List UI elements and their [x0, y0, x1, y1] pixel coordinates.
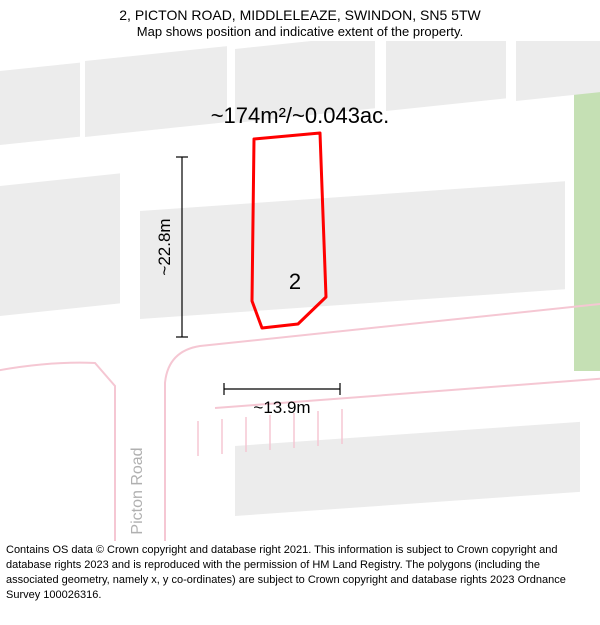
height-dimension-label: ~22.8m: [155, 218, 174, 275]
house-number-label: 2: [289, 269, 301, 294]
map-svg: 2 ~174m²/~0.043ac. ~22.8m ~13.9m Picton Road: [0, 41, 600, 541]
area-label: ~174m²/~0.043ac.: [211, 103, 390, 128]
building-block: [0, 63, 80, 145]
map-area: 2 ~174m²/~0.043ac. ~22.8m ~13.9m Picton Road: [0, 41, 600, 541]
width-dimension-label: ~13.9m: [253, 398, 310, 417]
map-subtitle: Map shows position and indicative extent…: [0, 24, 600, 41]
building-block: [516, 41, 600, 101]
road-name-label: Picton Road: [129, 447, 146, 534]
building-block: [85, 46, 227, 137]
address-title: 2, PICTON ROAD, MIDDLELEAZE, SWINDON, SN…: [0, 6, 600, 24]
header: 2, PICTON ROAD, MIDDLELEAZE, SWINDON, SN…: [0, 0, 600, 41]
copyright-footer: Contains OS data © Crown copyright and d…: [0, 541, 600, 602]
building-block: [0, 173, 120, 316]
